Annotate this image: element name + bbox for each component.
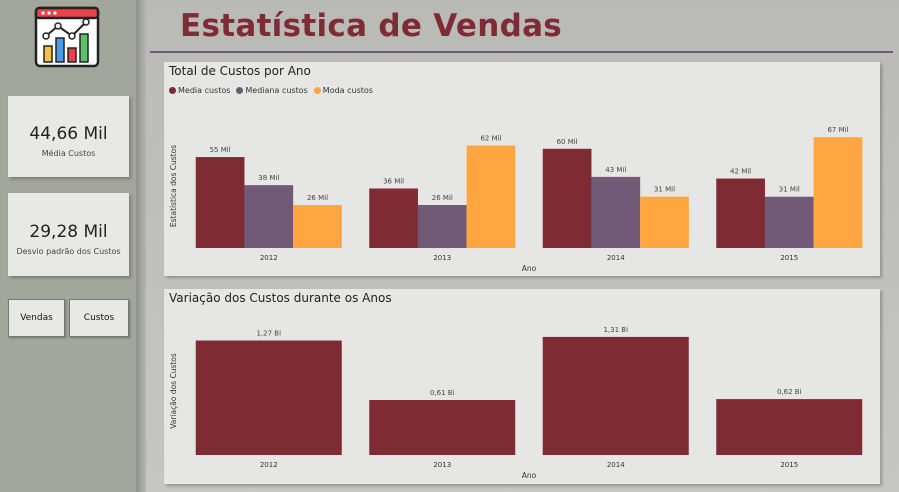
legend-item-moda: Moda custos: [313, 86, 373, 95]
legend-item-media: Media custos: [169, 86, 230, 95]
chart1-data-label-2014-s1: 43 Mil: [605, 166, 626, 174]
chart1-bar-2012-s2: [293, 205, 342, 248]
chart1-data-label-2012-s0: 55 Mil: [210, 146, 231, 154]
chart1-bar-2015-s1: [764, 196, 814, 248]
chart1-y-axis-label: Estatística dos Custos: [169, 145, 178, 227]
chart2-plot: 1,27 Bi 2012 0,61 Bi 2013 1,31 Bi 2014 0,62 Bi…: [169, 326, 863, 480]
legend-label-moda: Moda custos: [322, 86, 373, 95]
kpi-card-desvio: 29,28 Mil Desvio padrão dos Custos: [8, 193, 129, 276]
chart2-data-label-2015: 0,62 Bi: [777, 388, 802, 396]
chart1-plot: 55 Mil 38 Mil 26 Mil 2012 36 Mil 26 Mil 62 Mil…: [169, 126, 863, 273]
chart1-data-label-2013-s1: 26 Mil: [432, 194, 453, 202]
chart2-bar-2015: [716, 399, 863, 455]
chart-panel-total-custos: Total de Custos por Ano Media custos Med…: [164, 62, 880, 276]
chart2-title: Variação dos Custos durante os Anos: [169, 291, 392, 305]
chart1-bar-2013-s0: [369, 188, 418, 248]
chart1-data-label-2012-s1: 38 Mil: [258, 174, 279, 182]
chart2-data-label-2014: 1,31 Bi: [603, 326, 628, 334]
legend-label-mediana: Mediana custos: [245, 86, 308, 95]
page-title: Estatística de Vendas: [180, 8, 563, 44]
chart1-bar-2014-s2: [640, 196, 689, 248]
chart2-y-axis-label: Variação dos Custos: [169, 353, 178, 429]
chart1-x-axis-label: Ano: [522, 264, 537, 273]
chart2-x-tick-2012: 2012: [260, 461, 278, 469]
legend-label-media: Media custos: [178, 86, 231, 95]
chart1-data-label-2013-s2: 62 Mil: [480, 134, 501, 142]
chart2-data-label-2013: 0,61 Bi: [430, 389, 455, 397]
chart1-x-tick-2012: 2012: [260, 254, 278, 262]
chart1-data-label-2013-s0: 36 Mil: [383, 177, 404, 185]
chart1-x-tick-2013: 2013: [433, 254, 451, 262]
chart1-x-tick-2014: 2014: [607, 254, 625, 262]
chart1-bar-2013-s1: [417, 205, 467, 248]
legend-dot-mediana: [236, 87, 244, 94]
chart1-x-tick-2015: 2015: [780, 254, 798, 262]
chart1-bar-2014-s0: [542, 148, 592, 248]
chart1-bar-2015-s0: [716, 178, 765, 248]
kpi-media-value: 44,66 Mil: [29, 124, 108, 144]
chart2-x-axis-label: Ano: [522, 471, 537, 480]
analytics-logo-icon: [34, 6, 100, 68]
chart2-bar-2012: [195, 340, 342, 455]
chart1-title: Total de Custos por Ano: [169, 64, 311, 78]
chart1-data-label-2012-s2: 26 Mil: [307, 194, 328, 202]
chart2-bar-2014: [542, 336, 689, 455]
legend-item-mediana: Mediana custos: [236, 86, 308, 95]
chart1-legend: Media custos Mediana custos Moda custos: [169, 86, 373, 95]
chart1-data-label-2015-s1: 31 Mil: [779, 186, 800, 194]
chart1-data-label-2014-s0: 60 Mil: [557, 138, 578, 146]
chart1-bar-2012-s1: [244, 185, 294, 248]
chart1-bar-2015-s2: [813, 137, 863, 248]
chart2-x-tick-2013: 2013: [433, 461, 451, 469]
custos-button[interactable]: Custos: [69, 299, 129, 337]
chart-panel-variacao-custos: Variação dos Custos durante os Anos 1,27…: [164, 289, 880, 484]
chart1-bar-2013-s2: [466, 145, 516, 248]
chart2-x-tick-2015: 2015: [780, 461, 798, 469]
chart1-data-label-2014-s2: 31 Mil: [654, 186, 675, 194]
chart2-x-tick-2014: 2014: [607, 461, 625, 469]
sidebar-shadow: [136, 0, 146, 492]
chart1-bar-2012-s0: [195, 157, 245, 248]
kpi-card-media: 44,66 Mil Média Custos: [8, 96, 129, 177]
legend-dot-moda: [313, 87, 321, 94]
chart1-data-label-2015-s2: 67 Mil: [827, 126, 848, 134]
chart1-bar-2014-s1: [591, 176, 641, 248]
chart2-data-label-2012: 1,27 Bi: [256, 330, 281, 338]
chart1-data-label-2015-s0: 42 Mil: [730, 168, 751, 176]
kpi-desvio-label: Desvio padrão dos Custos: [16, 247, 121, 256]
kpi-desvio-value: 29,28 Mil: [29, 222, 108, 242]
legend-dot-media: [169, 87, 176, 94]
kpi-media-label: Média Custos: [41, 149, 96, 158]
title-divider: [150, 51, 893, 53]
vendas-button[interactable]: Vendas: [8, 299, 65, 337]
chart2-bar-2013: [369, 400, 516, 455]
